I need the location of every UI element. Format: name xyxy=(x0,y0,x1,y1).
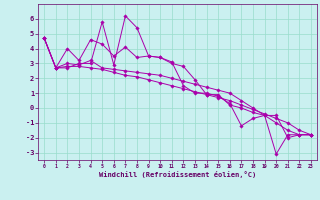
X-axis label: Windchill (Refroidissement éolien,°C): Windchill (Refroidissement éolien,°C) xyxy=(99,171,256,178)
